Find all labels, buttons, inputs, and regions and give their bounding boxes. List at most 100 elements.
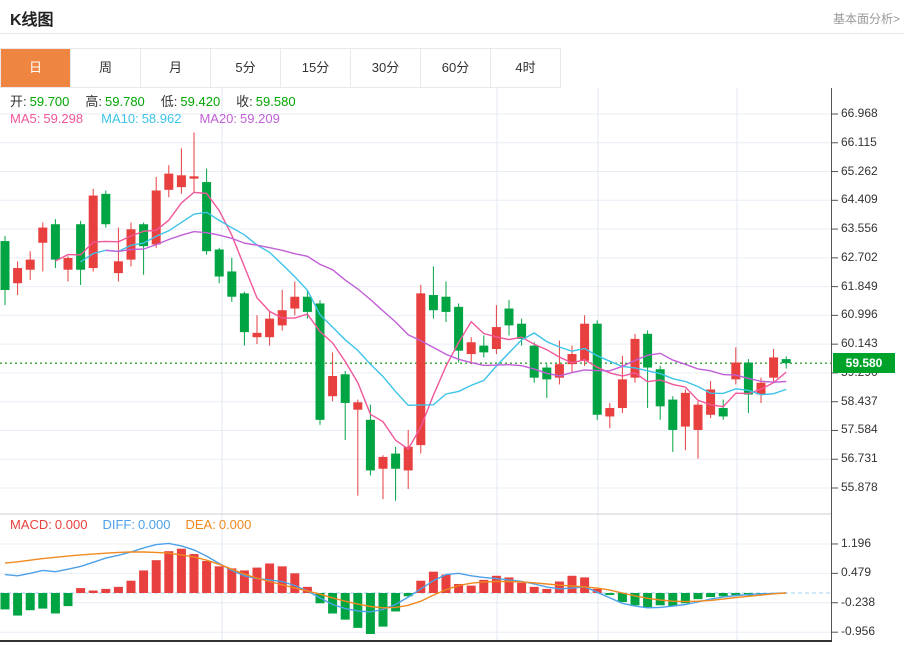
candle-body [315, 303, 325, 420]
dea-line [4, 551, 787, 609]
candle-body [50, 224, 60, 260]
macd-bar [202, 561, 212, 593]
macd-bar [680, 593, 690, 604]
candle-body [353, 402, 363, 410]
fundamental-analysis-link[interactable]: 基本面分析> [832, 12, 900, 26]
macd-bar [491, 575, 501, 593]
tab-4时[interactable]: 4时 [491, 49, 560, 87]
macd-bar [13, 593, 23, 616]
macd-bar [592, 588, 602, 593]
candle-body [731, 362, 741, 380]
candle-body [504, 308, 514, 326]
macd-bar [706, 593, 716, 598]
tab-30分[interactable]: 30分 [351, 49, 421, 87]
candle-body [466, 342, 476, 355]
macd-bar [239, 570, 249, 593]
candle-body [252, 332, 262, 338]
macd-bar [126, 580, 136, 593]
candles [0, 132, 791, 501]
candle-body [202, 182, 212, 252]
axis-ticks [832, 113, 838, 633]
candle-body [781, 359, 791, 364]
macd-bar [403, 593, 413, 597]
candle-body [328, 375, 338, 397]
macd-bar [391, 593, 401, 612]
macd-bar [643, 593, 653, 608]
candle-body [214, 249, 224, 277]
candle-body [38, 227, 48, 243]
macd-bar [718, 593, 728, 597]
candle-body [416, 293, 426, 446]
macd-bar [668, 593, 678, 607]
candle-body [454, 306, 464, 351]
macd-bar [504, 577, 514, 593]
candle-body [13, 268, 23, 284]
candle-body [718, 408, 728, 417]
macd-bar [227, 568, 237, 593]
candle-body [643, 333, 653, 368]
diff-line [4, 542, 787, 613]
macd-bar [302, 586, 312, 593]
macd-bar [290, 573, 300, 593]
candle-body [189, 176, 199, 179]
current-price-badge: 59.580 [833, 353, 895, 374]
tab-15分[interactable]: 15分 [281, 49, 351, 87]
candle-body [290, 296, 300, 309]
candle-body [340, 374, 350, 403]
macd-bar [479, 579, 489, 593]
chart-area: 开: 59.700 高: 59.780 低: 59.420 收: 59.580 MA5: 59.… [0, 86, 904, 645]
macd-bar [542, 588, 552, 593]
tab-日[interactable]: 日 [1, 49, 71, 87]
macd-bar [605, 593, 615, 596]
macd-bar [151, 560, 161, 593]
tab-周[interactable]: 周 [71, 49, 141, 87]
candle-body [706, 389, 716, 415]
macd-bar [164, 551, 174, 593]
candle-body [227, 271, 237, 297]
candle-body [101, 193, 111, 225]
macd-bar [50, 593, 60, 614]
candle-body [25, 259, 35, 270]
candle-body [567, 354, 577, 365]
candle-body [176, 175, 186, 188]
macd-bar [693, 593, 703, 600]
candle-body [428, 295, 438, 311]
period-tabs: 日周月 5分 15分 30分 60分 4时 [0, 48, 561, 88]
tab-5分[interactable]: 5分 [211, 49, 281, 87]
candle-body [265, 318, 275, 338]
macd-bar [630, 593, 640, 606]
candle-body [668, 399, 678, 430]
candle-body [479, 345, 489, 353]
candle-body [88, 195, 98, 269]
tab-60分[interactable]: 60分 [421, 49, 491, 87]
macd-bar [38, 593, 48, 609]
macd-histogram [0, 548, 779, 634]
macd-bar [567, 575, 577, 593]
candle-body [554, 364, 564, 378]
macd-bar [63, 593, 73, 607]
candle-body [365, 419, 375, 471]
candle-body [529, 345, 539, 378]
candle-body [680, 392, 690, 427]
macd-bar [466, 585, 476, 593]
ma5-line [55, 191, 787, 451]
candle-body [139, 224, 149, 247]
macd-bar [529, 586, 539, 593]
macd-bar [441, 574, 451, 593]
candle-body [605, 408, 615, 417]
macd-bar [101, 588, 111, 593]
candle-body [126, 229, 136, 260]
gridlines [0, 88, 832, 640]
candle-body [441, 296, 451, 312]
macd-bar [277, 566, 287, 593]
macd-bar [189, 554, 199, 593]
macd-bar [655, 593, 665, 606]
candle-body [655, 369, 665, 407]
candle-body [693, 404, 703, 430]
kline-chart[interactable] [0, 86, 904, 645]
tab-月[interactable]: 月 [141, 49, 211, 87]
ma-lines [55, 191, 787, 451]
candle-body [580, 323, 590, 361]
candle-body [517, 323, 527, 339]
